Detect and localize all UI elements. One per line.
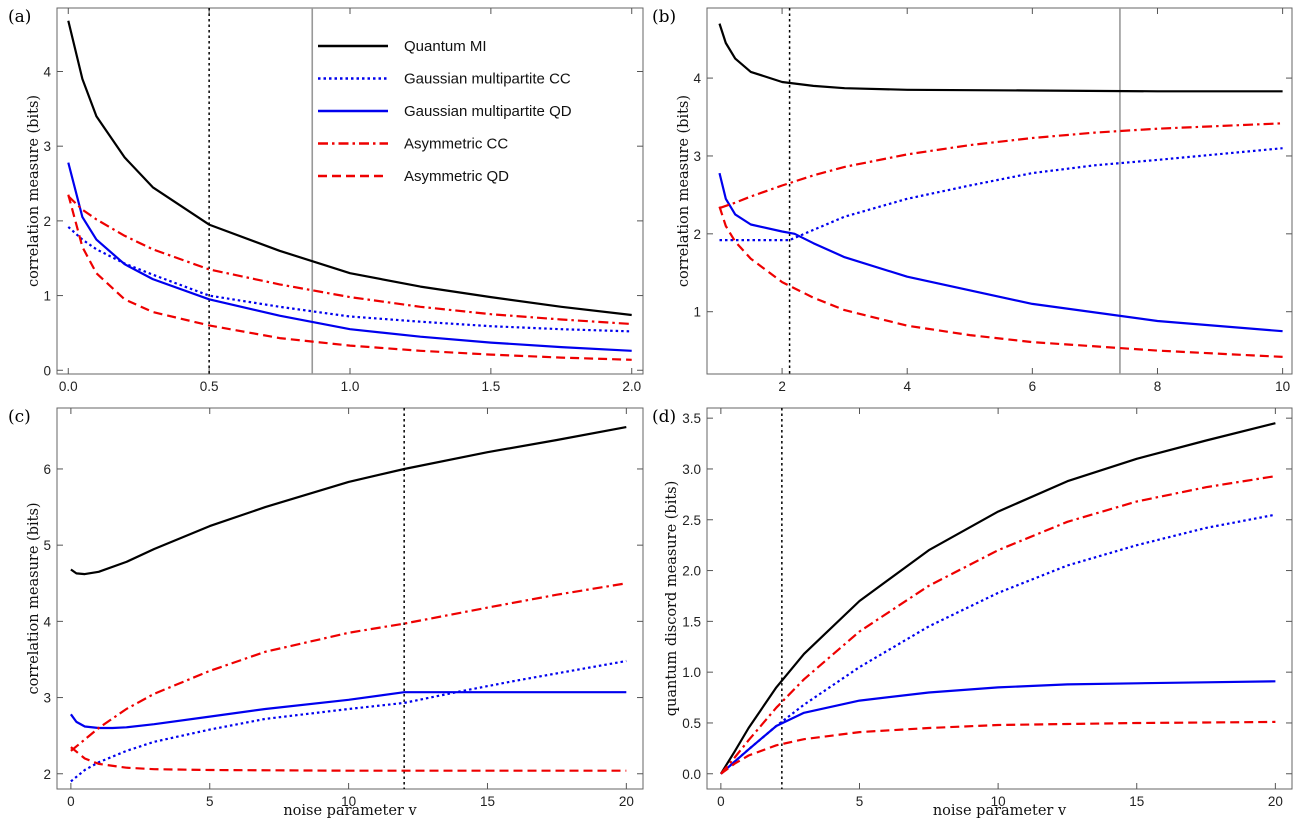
panel-label: (c): [8, 407, 31, 427]
x-tick-label: 4: [903, 379, 911, 394]
y-tick-label: 4: [43, 614, 51, 629]
y-tick-label: 3.5: [682, 411, 701, 426]
legend-label: Gaussian multipartite QD: [404, 103, 572, 120]
y-tick-label: 2.0: [682, 564, 701, 579]
y-tick-label: 1.5: [682, 614, 701, 629]
x-axis-label: noise parameter v: [283, 803, 417, 819]
x-tick-label: 0: [717, 794, 725, 809]
y-tick-label: 1: [693, 305, 701, 320]
panel-label: (d): [652, 407, 676, 427]
y-tick-label: 2: [693, 227, 701, 242]
series-line-asymmetric-qd: [70, 746, 627, 772]
x-tick-label: 0.5: [200, 379, 219, 394]
series-line-quantum-mi: [70, 426, 627, 576]
x-tick-label: 10: [991, 794, 1006, 809]
y-axis-label: correlation measure (bits): [26, 502, 42, 694]
legend-label: Asymmetric CC: [404, 136, 508, 153]
series-line-asymmetric-qd: [67, 194, 632, 361]
plot-frame: [56, 407, 644, 790]
x-tick-label: 20: [1268, 794, 1283, 809]
x-tick-label: 5: [856, 794, 864, 809]
y-axis-label: correlation measure (bits): [676, 95, 692, 287]
x-tick-label: 2: [778, 379, 786, 394]
y-tick-label: 0.5: [682, 716, 701, 731]
y-tick-label: 3: [43, 139, 51, 154]
y-tick-label: 2: [43, 214, 51, 229]
y-tick-label: 4: [693, 71, 701, 86]
legend: Quantum MI Gaussian multipartite CC Gaussi…: [318, 38, 572, 185]
x-tick-label: 15: [480, 794, 495, 809]
y-tick-label: 6: [43, 462, 51, 477]
series-line-asymmetric-cc: [70, 582, 627, 752]
legend-label: Gaussian multipartite CC: [404, 71, 571, 88]
x-tick-label: 8: [1154, 379, 1162, 394]
y-tick-label: 0.0: [682, 767, 701, 782]
x-tick-label: 10: [341, 794, 356, 809]
panel-a: 0.0 0.5 1.0 1.5 2.0 0 1 2 3 4 (a) correlation measu…: [8, 7, 644, 394]
x-tick-label: 2.0: [622, 379, 641, 394]
plot-frame: [706, 407, 1293, 790]
series-line-asymmetric-cc: [719, 122, 1283, 210]
y-tick-label: 3.0: [682, 462, 701, 477]
series-line-asymmetric-qd: [718, 206, 1283, 358]
y-tick-label: 3: [693, 149, 701, 164]
panel-label: (b): [652, 7, 676, 27]
panel-label: (a): [8, 7, 31, 27]
plot-frame: [706, 7, 1293, 375]
series-line-asymmetric-cc: [67, 195, 632, 326]
x-tick-label: 6: [1029, 379, 1037, 394]
series-line-gaussian-multipartite-qd: [67, 162, 632, 352]
panel-d: 0 5 10 15 20 0.0 0.5 1.0 1.5 2.0 2.5 3.0 3.5 (d) quant…: [652, 407, 1293, 819]
x-tick-label: 5: [206, 794, 214, 809]
x-tick-label: 0.0: [59, 379, 78, 394]
y-axis-label: correlation measure (bits): [26, 95, 42, 287]
series-line-gaussian-multipartite-qd: [70, 691, 627, 730]
x-tick-label: 15: [1129, 794, 1144, 809]
panel-c: 0 5 10 15 20 2 3 4 5 6 (c) correlation measure (bit…: [8, 407, 644, 819]
y-axis-label: quantum discord measure (bits): [664, 481, 680, 717]
series-line-quantum-mi: [718, 23, 1283, 93]
y-tick-label: 1.0: [682, 665, 701, 680]
series-line-gaussian-multipartite-cc: [719, 147, 1283, 242]
series-line-gaussian-multipartite-cc: [67, 226, 632, 333]
x-tick-label: 20: [619, 794, 634, 809]
series-line-asymmetric-cc: [720, 475, 1276, 775]
x-tick-label: 0: [67, 794, 75, 809]
x-tick-label: 1.0: [341, 379, 360, 394]
y-tick-label: 1: [43, 289, 51, 304]
series-line-gaussian-multipartite-cc: [720, 513, 1276, 775]
series-line-quantum-mi: [67, 20, 632, 317]
series-line-gaussian-multipartite-qd: [718, 172, 1283, 333]
series-line-asymmetric-qd: [720, 720, 1276, 775]
y-tick-label: 4: [43, 64, 51, 79]
y-tick-label: 5: [43, 538, 51, 553]
y-tick-label: 2: [43, 767, 51, 782]
x-axis-label: noise parameter v: [933, 803, 1067, 819]
series-line-gaussian-multipartite-qd: [720, 680, 1276, 775]
x-tick-label: 1.5: [481, 379, 500, 394]
series-line-quantum-mi: [719, 422, 1276, 775]
legend-label: Quantum MI: [404, 38, 487, 55]
plot-frame: [56, 7, 644, 375]
y-tick-label: 2.5: [682, 513, 701, 528]
x-tick-label: 10: [1275, 379, 1290, 394]
y-tick-label: 3: [43, 691, 51, 706]
series-line-gaussian-multipartite-cc: [70, 659, 627, 783]
y-tick-label: 0: [43, 363, 51, 378]
legend-label: Asymmetric QD: [404, 168, 509, 185]
